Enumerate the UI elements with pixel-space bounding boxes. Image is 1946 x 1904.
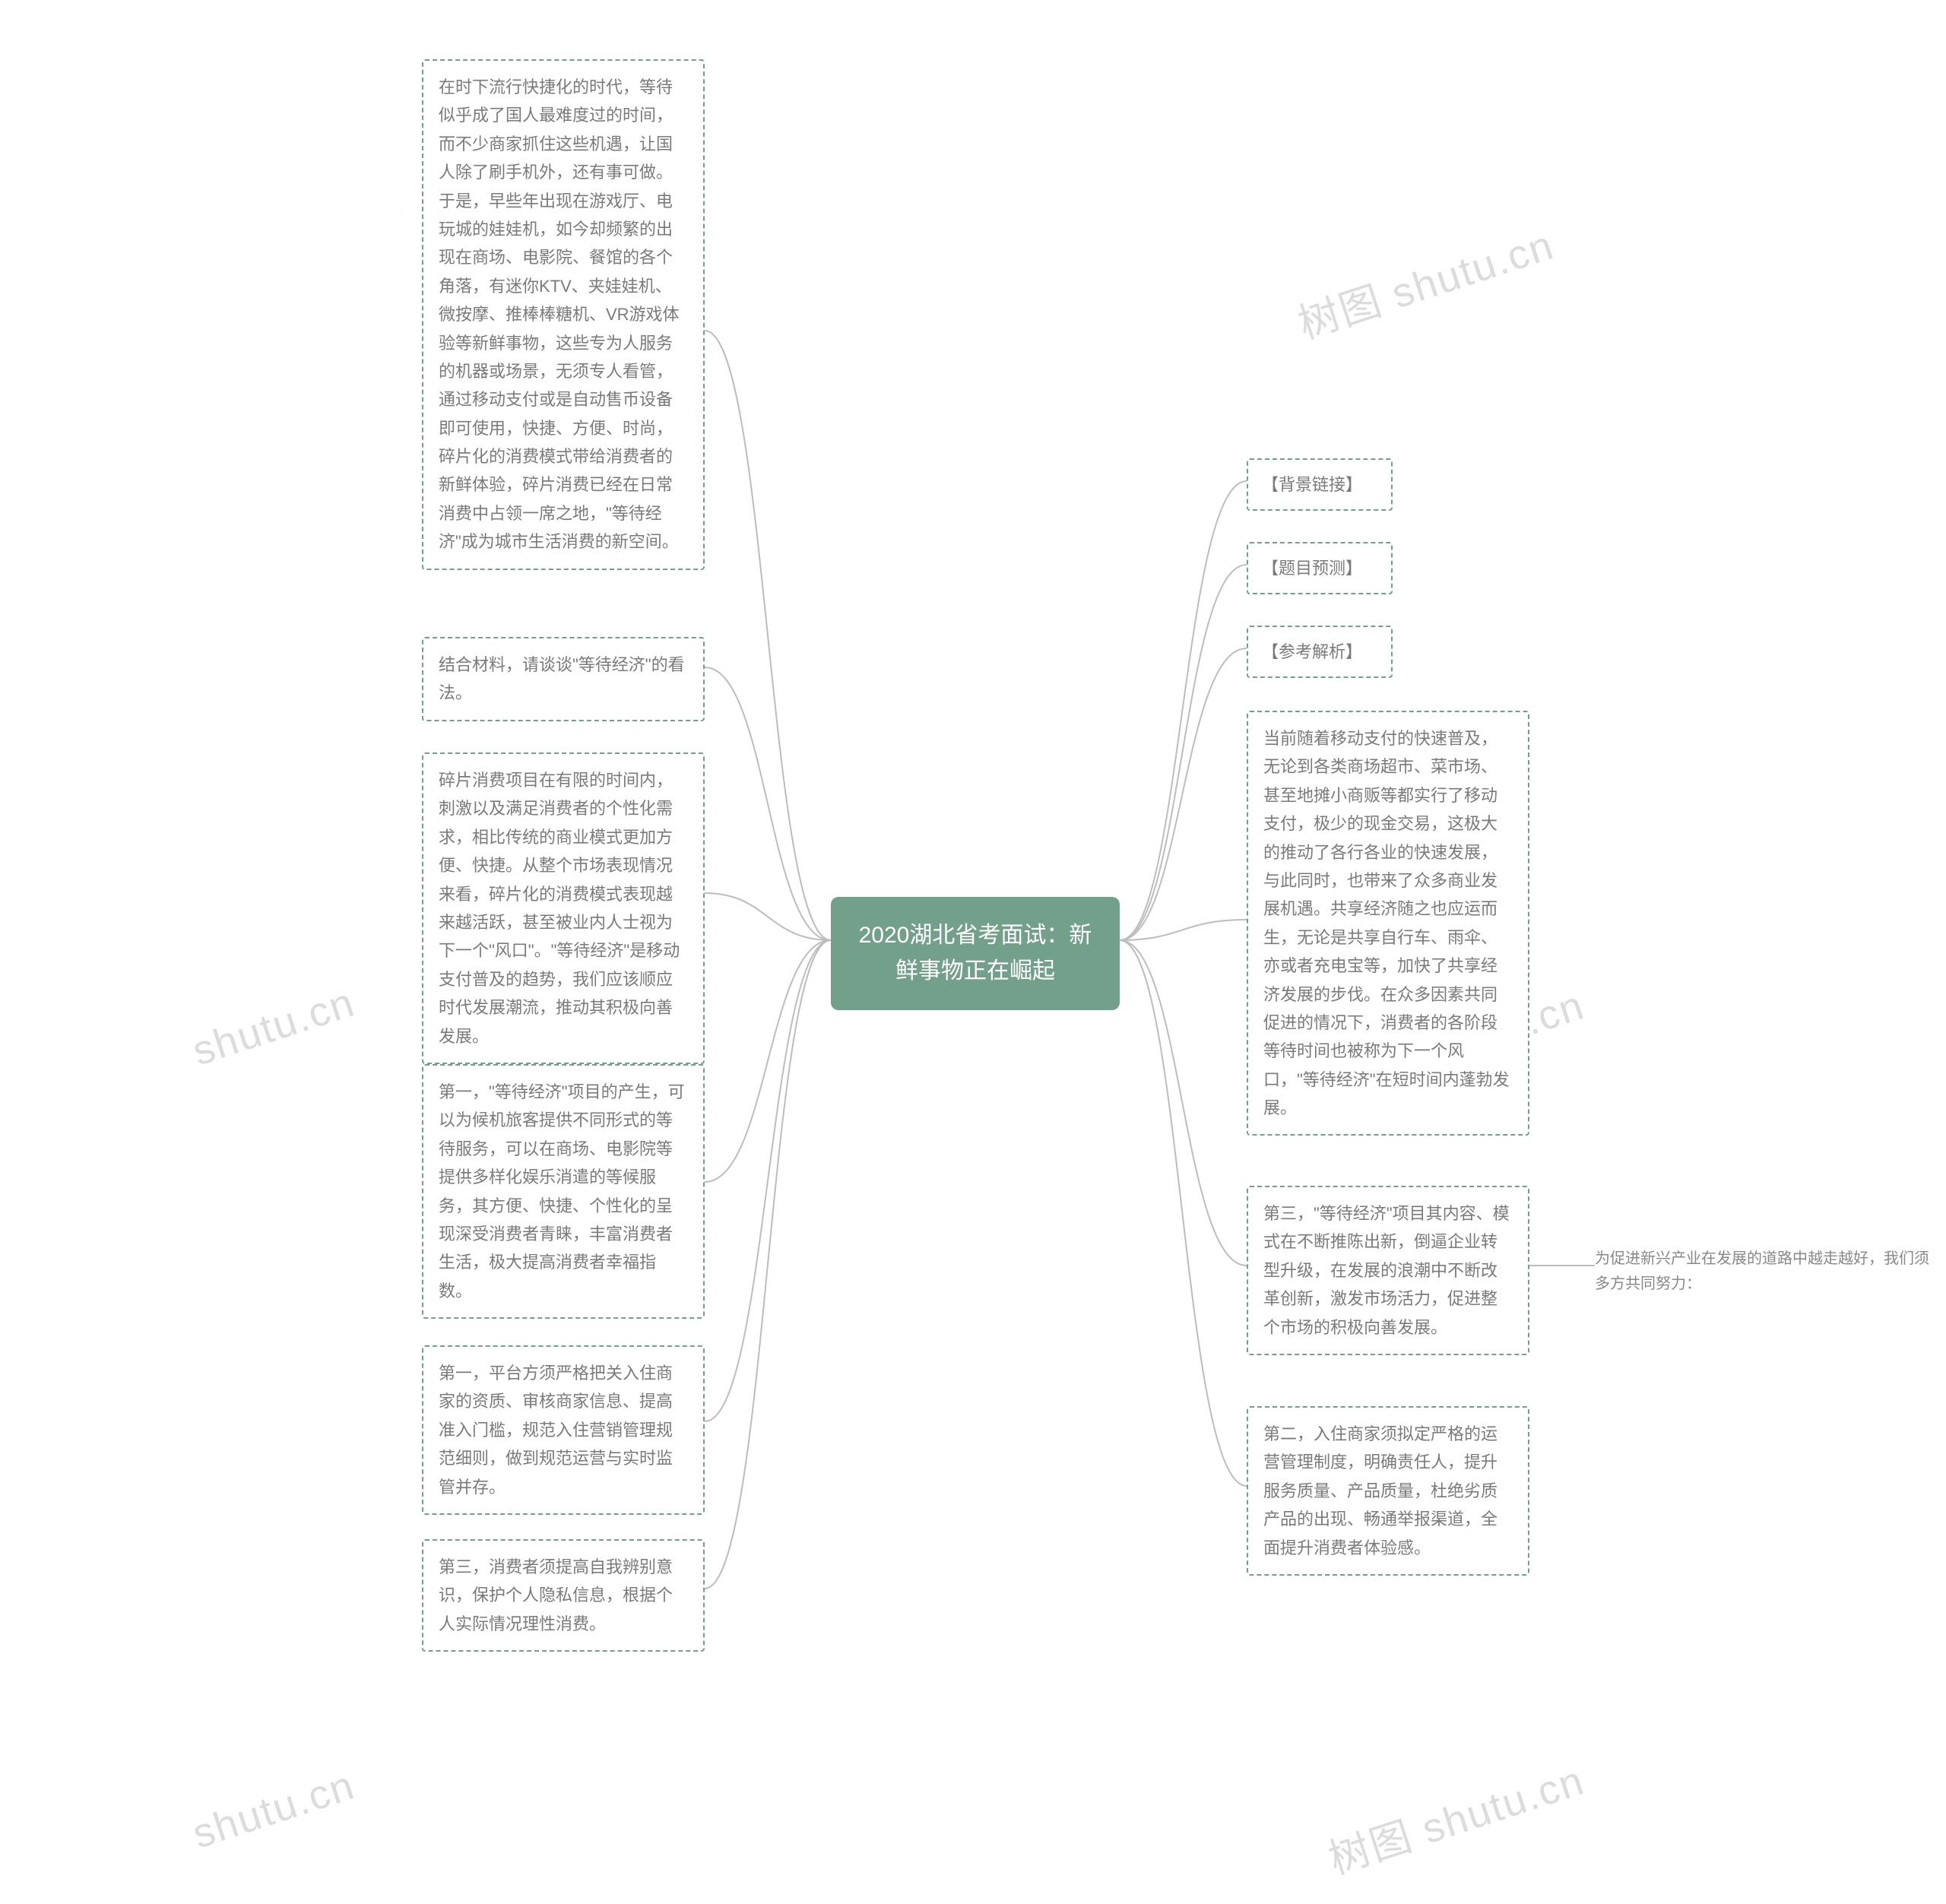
node-background-link[interactable]: 【背景链接】 — [1247, 458, 1393, 511]
node-reference-analysis[interactable]: 【参考解析】 — [1247, 626, 1393, 678]
watermark: 树图 shutu.cn — [1320, 1747, 1590, 1886]
node-point-second[interactable]: 第二，入住商家须拟定严格的运营管理制度，明确责任人，提升服务质量、产品质量，杜绝… — [1247, 1406, 1529, 1576]
node-point-first-b[interactable]: 第一，平台方须严格把关入住商家的资质、审核商家信息、提高准入门槛，规范入住营销管… — [422, 1345, 705, 1515]
node-point-third-consumer[interactable]: 第三，消费者须提高自我辨别意识，保护个人隐私信息，根据个人实际情况理性消费。 — [422, 1539, 705, 1652]
watermark: shutu.cn — [187, 1762, 361, 1858]
watermark: 树图 shutu.cn — [1289, 211, 1560, 350]
node-point-first-a[interactable]: 第一，"等待经济"项目的产生，可以为候机旅客提供不同形式的等待服务，可以在商场、… — [422, 1064, 705, 1319]
mindmap-canvas: 树图 shutu.cn shutu.cn 树图 shutu.cn shutu.c… — [0, 0, 1946, 1904]
leaf-effort-text: 为促进新兴产业在发展的道路中越走越好，我们须多方共同努力： — [1595, 1247, 1929, 1297]
node-mobile-payment[interactable]: 当前随着移动支付的快速普及，无论到各类商场超市、菜市场、甚至地摊小商贩等都实行了… — [1247, 711, 1529, 1136]
node-prompt[interactable]: 结合材料，请谈谈"等待经济"的看法。 — [422, 637, 705, 721]
node-question-forecast[interactable]: 【题目预测】 — [1247, 542, 1393, 594]
node-era-context[interactable]: 在时下流行快捷化的时代，等待似乎成了国人最难度过的时间，而不少商家抓住这些机遇，… — [422, 59, 705, 570]
node-point-third[interactable]: 第三，"等待经济"项目其内容、模式在不断推陈出新，倒逼企业转型升级，在发展的浪潮… — [1247, 1186, 1529, 1355]
watermark: shutu.cn — [187, 979, 361, 1076]
node-fragment-consumption[interactable]: 碎片消费项目在有限的时间内，刺激以及满足消费者的个性化需求，相比传统的商业模式更… — [422, 752, 705, 1064]
root-node[interactable]: 2020湖北省考面试：新鲜事物正在崛起 — [831, 897, 1120, 1010]
